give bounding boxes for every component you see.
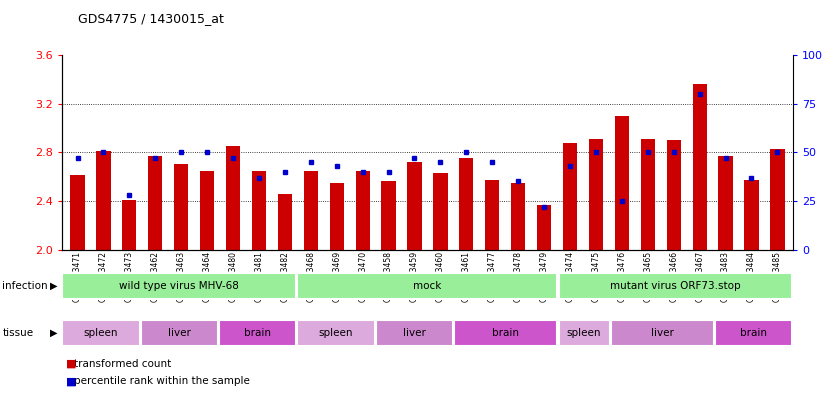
Bar xyxy=(225,146,240,250)
Bar xyxy=(63,273,297,299)
Bar xyxy=(122,200,136,250)
Bar xyxy=(97,151,111,250)
Bar xyxy=(511,183,525,250)
Bar xyxy=(558,273,792,299)
Text: ■: ■ xyxy=(66,358,77,369)
Bar xyxy=(610,320,714,346)
Bar xyxy=(278,194,292,250)
Text: brain: brain xyxy=(492,328,520,338)
Text: spleen: spleen xyxy=(319,328,354,338)
Bar xyxy=(667,140,681,250)
Bar xyxy=(715,320,792,346)
Bar xyxy=(454,320,558,346)
Bar xyxy=(558,320,610,346)
Text: GDS4775 / 1430015_at: GDS4775 / 1430015_at xyxy=(78,12,225,25)
Bar xyxy=(148,156,163,250)
Text: tissue: tissue xyxy=(2,328,34,338)
Text: liver: liver xyxy=(651,328,674,338)
Bar xyxy=(485,180,500,250)
Bar xyxy=(407,162,421,250)
Text: ▶: ▶ xyxy=(50,281,58,291)
Bar xyxy=(63,320,140,346)
Bar xyxy=(692,84,707,250)
Text: ▶: ▶ xyxy=(50,328,58,338)
Bar xyxy=(252,171,266,250)
Text: spleen: spleen xyxy=(567,328,601,338)
Bar xyxy=(297,273,558,299)
Text: transformed count: transformed count xyxy=(74,358,172,369)
Bar xyxy=(297,320,375,346)
Text: mutant virus ORF73.stop: mutant virus ORF73.stop xyxy=(610,281,741,291)
Text: infection: infection xyxy=(2,281,48,291)
Bar xyxy=(140,320,218,346)
Bar xyxy=(70,175,84,250)
Text: liver: liver xyxy=(403,328,426,338)
Bar xyxy=(330,183,344,250)
Bar xyxy=(200,171,214,250)
Bar xyxy=(376,320,453,346)
Bar xyxy=(563,143,577,250)
Text: brain: brain xyxy=(740,328,767,338)
Bar xyxy=(589,139,603,250)
Bar xyxy=(219,320,297,346)
Text: ■: ■ xyxy=(66,376,77,386)
Bar xyxy=(719,156,733,250)
Text: wild type virus MHV-68: wild type virus MHV-68 xyxy=(120,281,240,291)
Bar xyxy=(459,158,473,250)
Bar xyxy=(174,164,188,250)
Bar xyxy=(355,171,370,250)
Text: liver: liver xyxy=(168,328,191,338)
Bar xyxy=(641,139,655,250)
Text: spleen: spleen xyxy=(84,328,118,338)
Bar xyxy=(744,180,758,250)
Text: brain: brain xyxy=(244,328,271,338)
Bar xyxy=(537,205,551,250)
Bar xyxy=(615,116,629,250)
Bar xyxy=(382,182,396,250)
Text: mock: mock xyxy=(413,281,442,291)
Text: percentile rank within the sample: percentile rank within the sample xyxy=(74,376,250,386)
Bar xyxy=(771,149,785,250)
Bar xyxy=(434,173,448,250)
Bar xyxy=(304,171,318,250)
